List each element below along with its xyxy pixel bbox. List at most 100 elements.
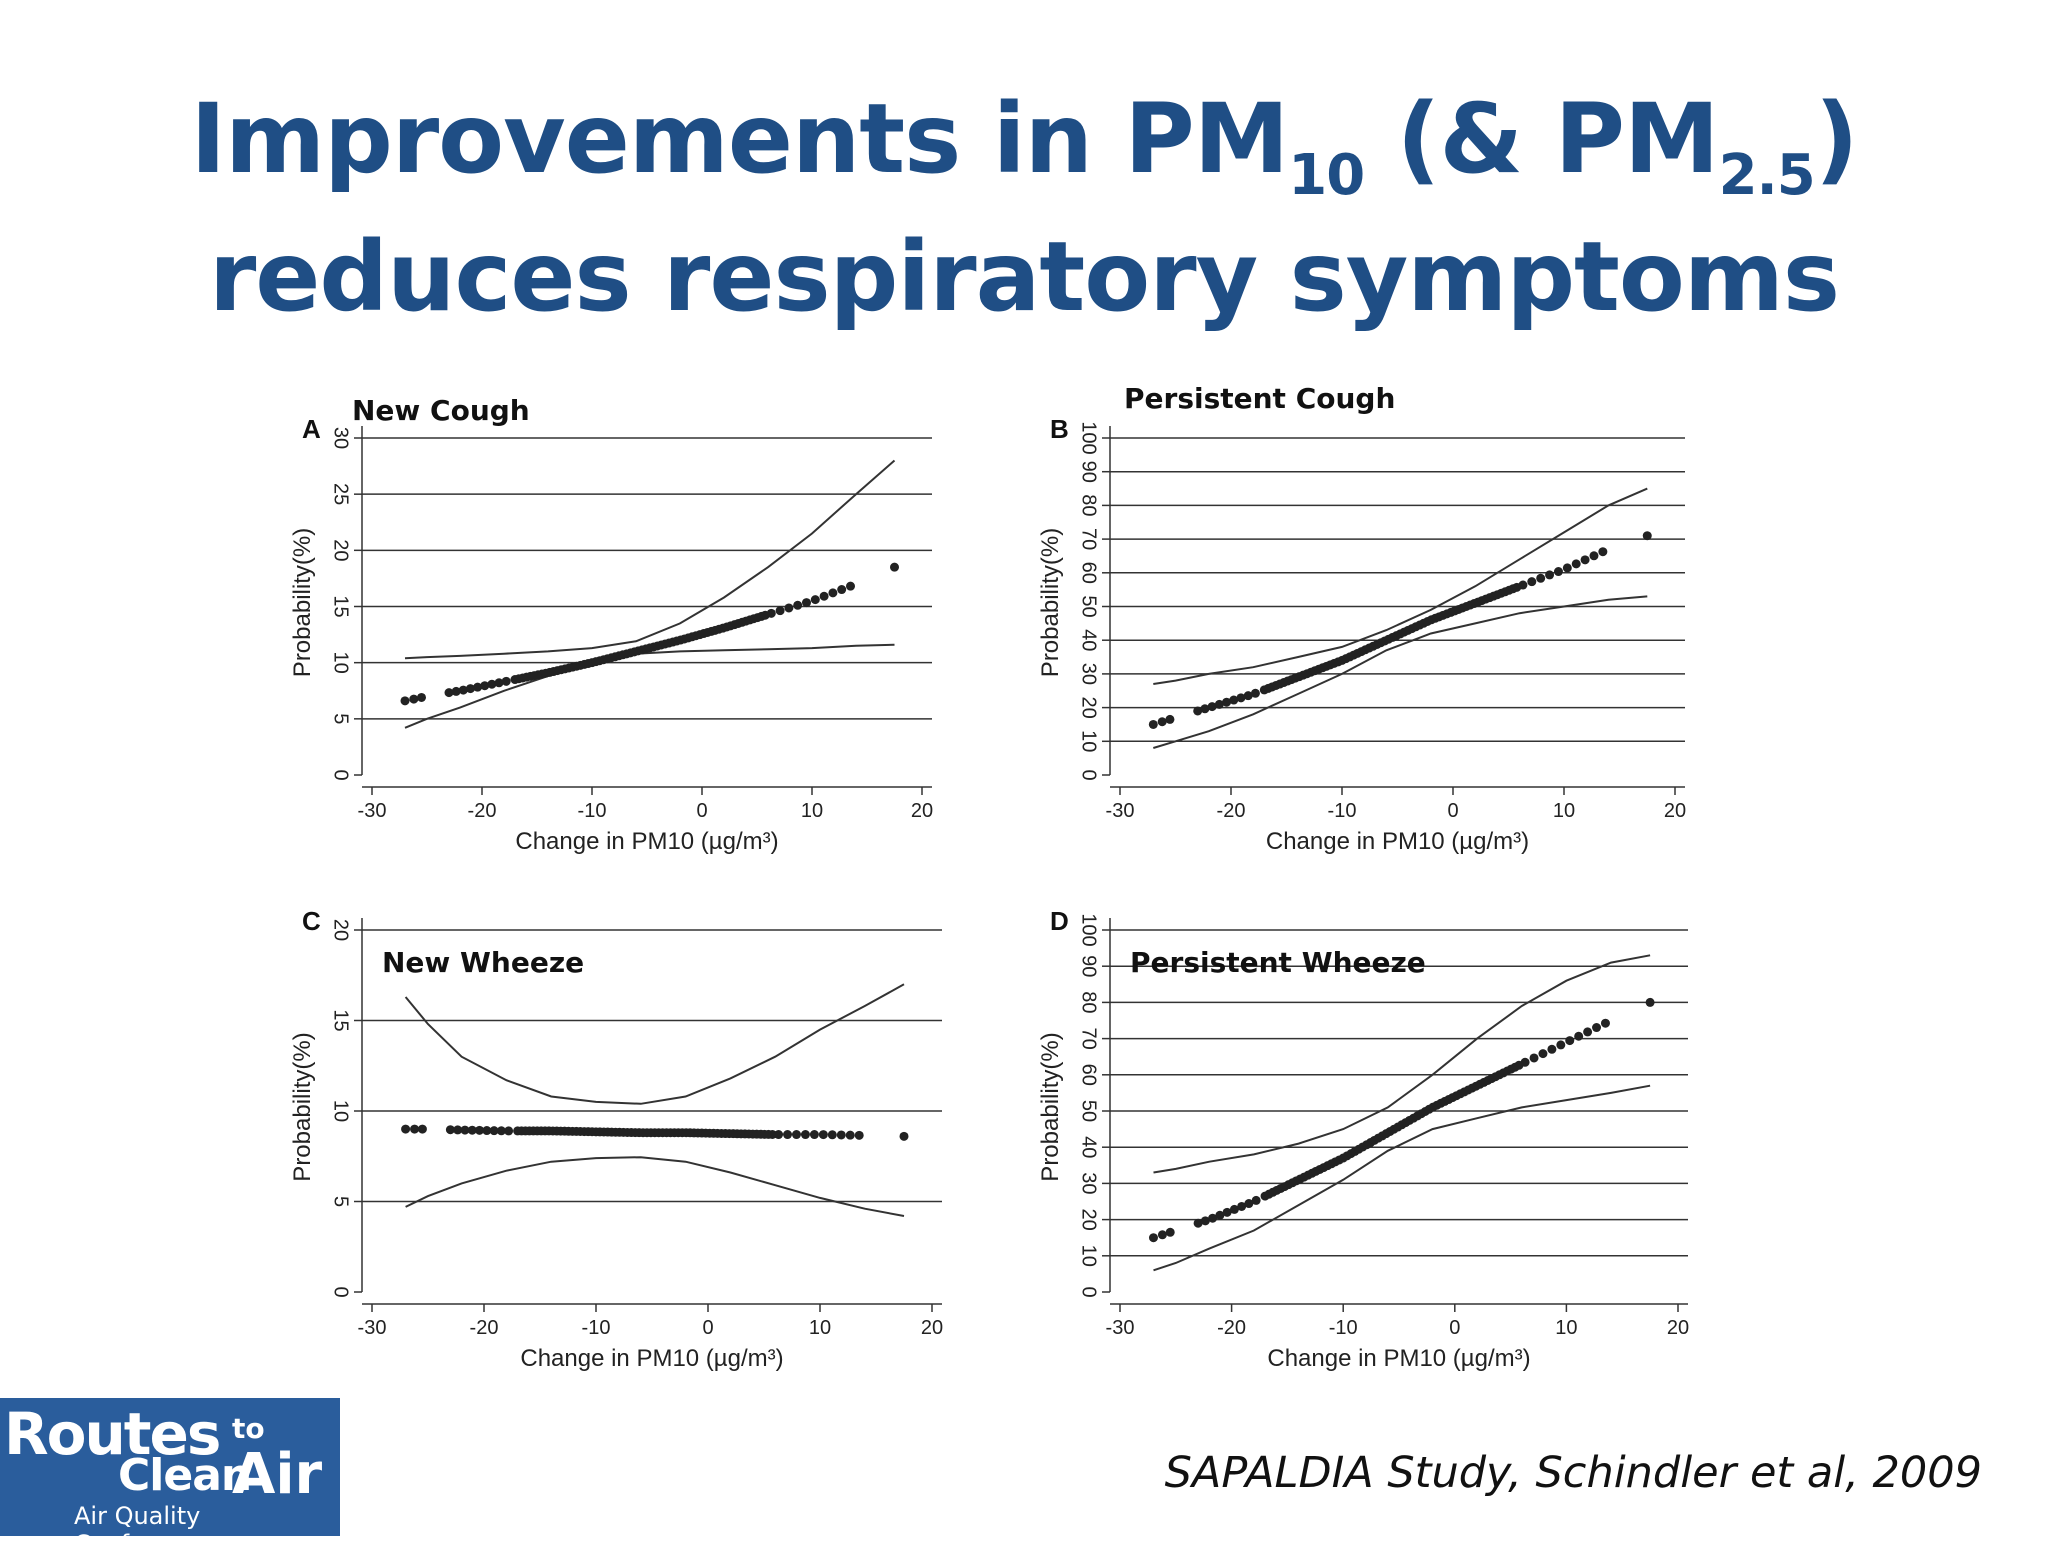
data-point bbox=[837, 585, 847, 595]
y-tick-label: 30 bbox=[1078, 1172, 1100, 1194]
y-tick-label: 0 bbox=[1078, 769, 1100, 780]
panel-title: Persistent Wheeze bbox=[1130, 946, 1426, 979]
data-point bbox=[1583, 1027, 1593, 1037]
data-point bbox=[1214, 699, 1224, 709]
data-point bbox=[445, 1125, 455, 1135]
title-text-and-pm: (& PM bbox=[1364, 83, 1720, 195]
data-point bbox=[1538, 1049, 1548, 1059]
data-point bbox=[802, 598, 811, 608]
logo-subtitle: Air Quality Conference bbox=[74, 1502, 212, 1558]
x-tick-label: 0 bbox=[1449, 1317, 1460, 1339]
x-tick-label: -10 bbox=[582, 1317, 611, 1339]
y-tick-label: 30 bbox=[330, 427, 352, 449]
panel-title: Persistent Cough bbox=[1124, 382, 1395, 415]
data-point bbox=[1148, 1233, 1158, 1243]
citation: SAPALDIA Study, Schindler et al, 2009 bbox=[1164, 1448, 1982, 1498]
x-tick-label: -20 bbox=[1217, 800, 1246, 822]
data-point bbox=[783, 1130, 793, 1140]
data-point bbox=[1536, 573, 1546, 583]
x-axis-label: Change in PM10 (µg/m³) bbox=[520, 1345, 783, 1372]
y-tick-label: 70 bbox=[1078, 1027, 1100, 1049]
x-tick-label: -20 bbox=[470, 1317, 499, 1339]
logo-clean: Clean bbox=[118, 1450, 252, 1501]
title-subscript-2-5: 2.5 bbox=[1718, 143, 1816, 208]
data-point bbox=[1243, 691, 1253, 701]
x-tick-label: 0 bbox=[696, 800, 707, 822]
ci-upper-line bbox=[1153, 487, 1648, 685]
data-point bbox=[810, 595, 820, 605]
data-point bbox=[1589, 551, 1599, 561]
data-point bbox=[1222, 1207, 1232, 1217]
data-point bbox=[487, 679, 497, 689]
x-tick-label: -10 bbox=[1329, 1317, 1358, 1339]
y-tick-label: 100 bbox=[1078, 421, 1100, 454]
panel-title: New Wheeze bbox=[382, 946, 584, 979]
ci-lower-line bbox=[405, 1156, 905, 1217]
data-point bbox=[1598, 547, 1608, 557]
data-point bbox=[417, 1124, 427, 1134]
predicted-points bbox=[401, 1124, 909, 1141]
x-tick-label: -10 bbox=[578, 800, 607, 822]
x-tick-label: 10 bbox=[1553, 800, 1575, 822]
y-tick-label: 0 bbox=[1078, 1286, 1100, 1297]
data-point bbox=[410, 1124, 420, 1134]
y-axis-label: Probability(%) bbox=[289, 1032, 316, 1181]
data-point bbox=[1518, 580, 1528, 590]
data-point bbox=[496, 1126, 506, 1136]
data-point bbox=[1200, 1216, 1210, 1226]
data-point bbox=[845, 1130, 855, 1140]
data-point bbox=[409, 694, 419, 704]
x-tick-label: 0 bbox=[702, 1317, 713, 1339]
data-point bbox=[766, 608, 776, 618]
y-tick-label: 30 bbox=[1078, 663, 1100, 685]
y-tick-label: 50 bbox=[1078, 595, 1100, 617]
data-point bbox=[475, 1125, 485, 1135]
x-tick-label: 10 bbox=[1555, 1317, 1577, 1339]
data-point bbox=[444, 688, 454, 698]
x-tick-label: 10 bbox=[809, 1317, 831, 1339]
data-point bbox=[451, 686, 461, 696]
data-point bbox=[504, 1126, 514, 1136]
data-point bbox=[1222, 697, 1232, 707]
data-point bbox=[1244, 1199, 1254, 1209]
y-tick-label: 80 bbox=[1078, 991, 1100, 1013]
x-axis-label: Change in PM10 (µg/m³) bbox=[1266, 828, 1529, 855]
data-point bbox=[890, 562, 899, 572]
data-point bbox=[453, 1125, 463, 1135]
data-point bbox=[473, 682, 483, 692]
data-point bbox=[791, 1130, 801, 1140]
y-tick-label: 5 bbox=[330, 713, 352, 724]
panel-d-persistent-wheeze: 0 10 20 30 40 50 60 70 80 90 100 -30 -20 -10 0 10 20 Chan… bbox=[1037, 906, 1689, 1372]
y-tick-label: 0 bbox=[330, 769, 352, 780]
data-point bbox=[1193, 1218, 1203, 1228]
data-point bbox=[494, 678, 504, 688]
y-tick-label: 10 bbox=[330, 1100, 352, 1122]
x-axis-label: Change in PM10 (µg/m³) bbox=[1267, 1345, 1530, 1372]
data-point bbox=[1547, 1044, 1557, 1054]
predicted-points bbox=[400, 562, 899, 706]
x-tick-label: 20 bbox=[921, 1317, 943, 1339]
y-tick-label: 100 bbox=[1078, 913, 1100, 946]
data-point bbox=[793, 600, 803, 610]
data-point bbox=[417, 692, 426, 702]
panel-title: New Cough bbox=[352, 394, 530, 427]
y-tick-label: 40 bbox=[1078, 1136, 1100, 1158]
ci-lower-line bbox=[1153, 1084, 1651, 1272]
title-line-1: Improvements in PM10 (& PM2.5) bbox=[0, 70, 2048, 208]
x-tick-label: 20 bbox=[911, 800, 933, 822]
data-point bbox=[1600, 1018, 1610, 1028]
data-point bbox=[784, 603, 794, 613]
y-tick-label: 10 bbox=[1078, 1245, 1100, 1267]
logo-to: to bbox=[232, 1412, 265, 1445]
y-tick-label: 60 bbox=[1078, 562, 1100, 584]
data-point bbox=[854, 1130, 864, 1140]
x-tick-label: -30 bbox=[358, 1317, 387, 1339]
y-tick-label: 15 bbox=[330, 1009, 352, 1031]
data-point bbox=[1574, 1031, 1584, 1041]
data-point bbox=[774, 1130, 784, 1140]
title-line-2: reduces respiratory symptoms bbox=[208, 221, 1840, 333]
panel-letter: D bbox=[1050, 906, 1069, 936]
figure-panels: 0 5 10 15 20 25 30 -30 -20 -10 0 10 20 Change in PM10… bbox=[270, 360, 1780, 1372]
x-tick-label: -20 bbox=[468, 800, 497, 822]
y-axis-label: Probability(%) bbox=[1037, 1032, 1064, 1181]
